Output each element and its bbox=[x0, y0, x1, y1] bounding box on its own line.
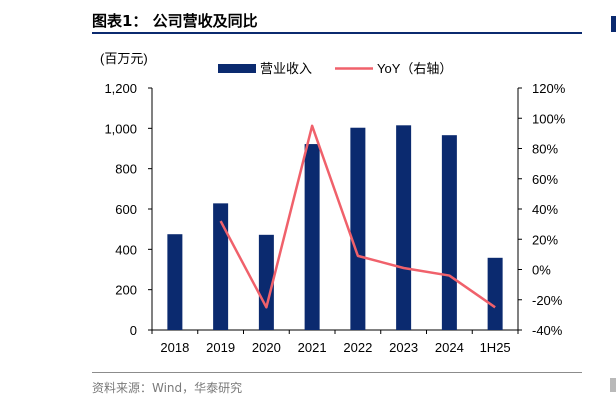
x-tick-label: 2019 bbox=[206, 340, 235, 355]
right-tick-label: 80% bbox=[532, 142, 558, 157]
x-tick-label: 2022 bbox=[343, 340, 372, 355]
right-tick-label: -20% bbox=[532, 293, 563, 308]
footer-rule bbox=[92, 372, 582, 373]
x-tick-label: 1H25 bbox=[480, 340, 511, 355]
revenue-bar-2022 bbox=[350, 127, 366, 330]
right-tick-label: 20% bbox=[532, 232, 558, 247]
legend: 营业收入 YoY（右轴） bbox=[218, 61, 452, 76]
revenue-bar-2024 bbox=[441, 135, 457, 330]
figure-footer: 资料来源：Wind，华泰研究 bbox=[92, 372, 582, 396]
x-tick-label: 2020 bbox=[252, 340, 281, 355]
bar-series bbox=[167, 125, 503, 330]
right-tick-label: 40% bbox=[532, 202, 558, 217]
left-tick-label: 600 bbox=[115, 202, 137, 217]
edge-marker-top bbox=[611, 16, 616, 32]
line-series bbox=[219, 124, 496, 309]
right-tick-label: 100% bbox=[532, 111, 566, 126]
left-tick-label: 1,200 bbox=[104, 81, 137, 96]
figure-header: 图表1： 公司营收及同比 bbox=[92, 8, 582, 34]
revenue-bar-2021 bbox=[304, 144, 320, 330]
right-tick-label: -40% bbox=[532, 323, 563, 338]
edge-marker-bottom bbox=[610, 378, 616, 392]
axes: 0 200 400 600 800 1,000 1,200 -40% -20% 0% 20% 40% 6… bbox=[104, 81, 565, 355]
revenue-bar-2020 bbox=[258, 234, 274, 330]
left-tick-label: 200 bbox=[115, 283, 137, 298]
figure-title: 图表1： 公司营收及同比 bbox=[92, 12, 258, 30]
right-tick-label: 60% bbox=[532, 172, 558, 187]
header-rule bbox=[92, 32, 582, 34]
left-tick-label: 400 bbox=[115, 242, 137, 257]
revenue-bar-2019 bbox=[213, 203, 229, 330]
y-unit-label: (百万元) bbox=[100, 51, 148, 66]
right-tick-label: 120% bbox=[532, 81, 566, 96]
x-tick-label: 2018 bbox=[160, 340, 189, 355]
legend-swatch-revenue bbox=[218, 64, 256, 73]
left-tick-label: 1,000 bbox=[104, 121, 137, 136]
revenue-bar-1H25 bbox=[487, 257, 503, 330]
left-tick-label: 0 bbox=[130, 323, 137, 338]
left-tick-label: 800 bbox=[115, 162, 137, 177]
legend-label-revenue: 营业收入 bbox=[260, 61, 312, 76]
x-tick-label: 2023 bbox=[389, 340, 418, 355]
legend-label-yoy: YoY（右轴） bbox=[377, 61, 452, 76]
revenue-bar-2023 bbox=[396, 125, 412, 330]
x-tick-label: 2021 bbox=[298, 340, 327, 355]
x-tick-label: 2024 bbox=[435, 340, 464, 355]
revenue-bar-2018 bbox=[167, 234, 183, 330]
right-tick-label: 0% bbox=[532, 263, 551, 278]
source-note: 资料来源：Wind，华泰研究 bbox=[92, 381, 243, 395]
